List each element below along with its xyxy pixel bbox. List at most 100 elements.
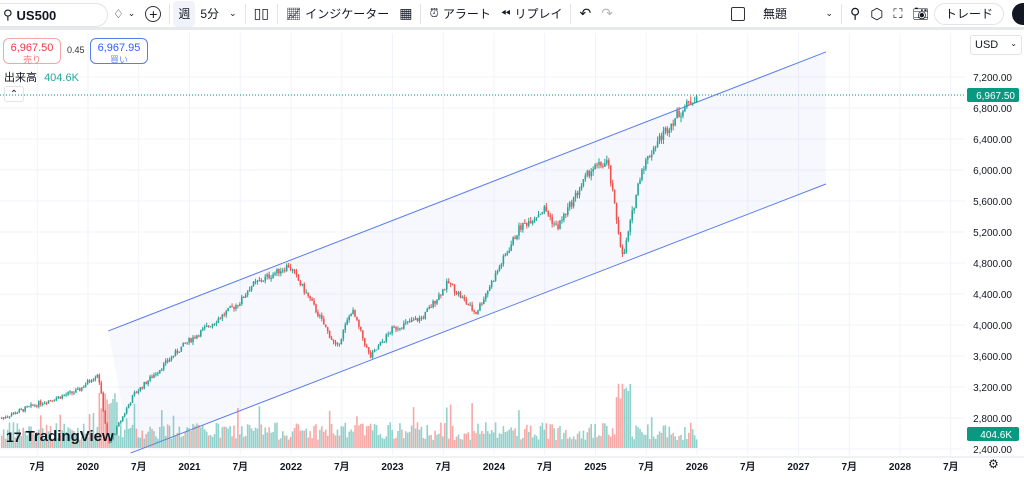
templates-icon[interactable]: ▦ [399,5,413,21]
volume-bar [55,423,58,448]
volume-bar [121,437,124,448]
chart-area[interactable]: 7,200.00 6,800.00 6,400.00 6,000.00 5,600.00… [0,33,1024,480]
interval-week-button[interactable]: 週 [173,0,196,27]
candle-body [408,321,411,323]
buy-button[interactable]: 6,967.95 買い [90,38,148,65]
volume-bar [426,425,429,448]
redo-icon[interactable]: ↷ [601,5,613,21]
candle-body [695,96,698,103]
avatar[interactable] [1012,2,1024,25]
layout-name-dropdown[interactable]: 無題 ⌄ [758,1,838,27]
volume-bar [584,439,587,448]
volume-bar [574,439,577,448]
candle-body [444,289,446,291]
volume-bar [488,433,491,448]
candle-body [475,312,477,315]
candle-body [307,292,309,296]
candlestick-icon[interactable]: ▯▯ [253,5,269,21]
candle-body [449,282,452,284]
volume-bar [20,435,23,448]
volume-bar [98,392,101,448]
candle-body [529,221,532,224]
candle-body [280,271,282,274]
sell-button[interactable]: 6,967.50 売り [3,38,61,65]
candle-body [168,359,171,362]
volume-bar [116,402,118,448]
volume-bar [233,425,235,448]
volume-bar [662,425,665,448]
volume-bar [153,431,155,448]
volume-bar [38,429,40,448]
volume-bar [322,431,325,448]
alert-button[interactable]: ⏰︎ アラート [424,1,495,27]
layout-square-icon[interactable] [726,1,750,27]
candle-body [262,280,265,282]
candle-body [246,291,249,295]
settings-icon[interactable]: ⬡ [870,5,884,23]
candle-body [354,309,356,318]
price-chart[interactable]: 7,200.00 6,800.00 6,400.00 6,000.00 5,600.00… [0,33,1024,480]
volume-bar [297,424,300,448]
candle-body [652,147,655,155]
volume-bar [643,434,645,448]
volume-bar [365,426,368,448]
candle-body [434,300,436,304]
candle-body [537,214,540,218]
time-axis-settings-icon[interactable]: ⚙ [988,457,999,471]
candle-body [566,207,569,215]
volume-bar [203,429,206,448]
candle-body [18,409,21,413]
interval-dropdown[interactable]: 5分 ⌄ [195,1,241,27]
candle-body [576,192,579,195]
currency-label: USD [975,39,999,51]
candle-body [506,252,509,255]
volume-bar [160,410,163,448]
volume-bar [631,436,633,448]
chevron-down-icon: ⌄ [1010,39,1017,48]
fullscreen-icon[interactable]: ⛶ [893,5,903,21]
candle-body [127,404,130,409]
candle-body [490,281,493,288]
volume-bar [73,430,75,448]
candle-body [16,412,19,414]
volume-bar [272,431,274,448]
add-symbol-button[interactable]: + [140,1,166,27]
volume-bar [377,435,380,448]
candle-body [12,412,15,415]
candle-body [647,156,649,160]
candle-body [159,369,161,373]
volume-bar [606,425,608,448]
volume-bar [369,423,372,448]
collapse-legend-button[interactable]: ⌃ [4,86,24,102]
candle-body [121,416,124,421]
quick-search-icon[interactable]: ⚲ [849,5,861,21]
candle-body [213,323,216,325]
volume-bar [102,392,105,448]
volume-bar [221,427,224,448]
volume-bar [110,402,112,448]
candle-body [57,396,60,399]
replay-button[interactable]: ⏪︎ リプレイ [496,1,568,27]
indicators-button[interactable]: 📈︎ インジケーター [281,1,394,27]
candle-body [553,223,555,225]
volume-bar [293,427,296,448]
volume-bar [118,435,120,448]
volume-bar [529,425,532,448]
candle-body [504,254,507,257]
candle-body [192,337,194,343]
x-tick-label: 7月 [638,461,654,473]
currency-dropdown[interactable]: USD ⌄ [970,35,1022,55]
trade-button[interactable]: トレード [933,2,1004,25]
volume-bar [211,436,214,448]
symbol-search[interactable]: ⚲ US500 [0,3,108,27]
volume-value: 404.6K [44,72,79,84]
camera-icon[interactable]: 📷︎ [912,5,929,21]
diamond-icon[interactable]: ♢ ⌄ [113,6,136,21]
candle-body [604,163,606,167]
candle-body [379,342,382,346]
candle-body [4,417,7,419]
undo-icon[interactable]: ↶ [579,5,592,21]
buy-label: 買い [109,55,128,65]
candle-body [38,401,40,407]
candle-body [291,269,294,271]
